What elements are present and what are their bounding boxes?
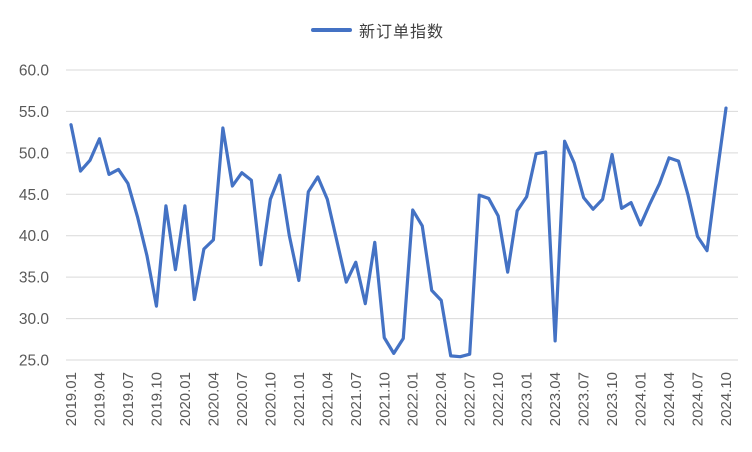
series-line <box>69 106 728 359</box>
x-tick-label: 2024.07 <box>690 372 707 426</box>
x-tick-label: 2022.10 <box>490 372 507 426</box>
x-tick-label: 2023.10 <box>604 372 621 426</box>
y-tick-label: 60.0 <box>19 63 50 80</box>
legend-line-marker <box>311 28 352 32</box>
x-tick-label: 2020.01 <box>177 372 194 426</box>
x-tick-label: 2019.01 <box>63 372 80 426</box>
x-tick-label: 2021.10 <box>376 372 393 426</box>
x-tick-label: 2022.04 <box>433 372 450 426</box>
y-tick-label: 40.0 <box>19 228 50 245</box>
y-tick-label: 55.0 <box>19 104 50 121</box>
x-tick-label: 2020.07 <box>234 372 251 426</box>
x-tick-label: 2024.10 <box>718 372 735 426</box>
x-tick-label: 2019.10 <box>148 372 165 426</box>
y-tick-label: 45.0 <box>19 187 50 204</box>
x-tick-label: 2021.04 <box>319 372 336 426</box>
x-tick-label: 2024.01 <box>633 372 650 426</box>
x-tick-label: 2022.07 <box>462 372 479 426</box>
x-tick-label: 2019.07 <box>120 372 137 426</box>
y-tick-label: 25.0 <box>19 353 50 370</box>
y-tick-label: 50.0 <box>19 145 50 162</box>
x-tick-label: 2022.01 <box>405 372 422 426</box>
x-tick-label: 2023.01 <box>519 372 536 426</box>
x-tick-label: 2024.04 <box>661 372 678 426</box>
x-tick-label: 2019.04 <box>91 372 108 426</box>
x-tick-label: 2023.04 <box>547 372 564 426</box>
x-tick-label: 2023.07 <box>576 372 593 426</box>
x-tick-label: 2021.01 <box>291 372 308 426</box>
x-tick-label: 2020.10 <box>262 372 279 426</box>
y-tick-label: 35.0 <box>19 270 50 287</box>
x-tick-label: 2021.07 <box>348 372 365 426</box>
legend-series-label: 新订单指数 <box>359 24 445 41</box>
x-tick-label: 2020.04 <box>205 372 222 426</box>
y-tick-label: 30.0 <box>19 311 50 328</box>
legend[interactable]: 新订单指数 <box>311 21 445 41</box>
